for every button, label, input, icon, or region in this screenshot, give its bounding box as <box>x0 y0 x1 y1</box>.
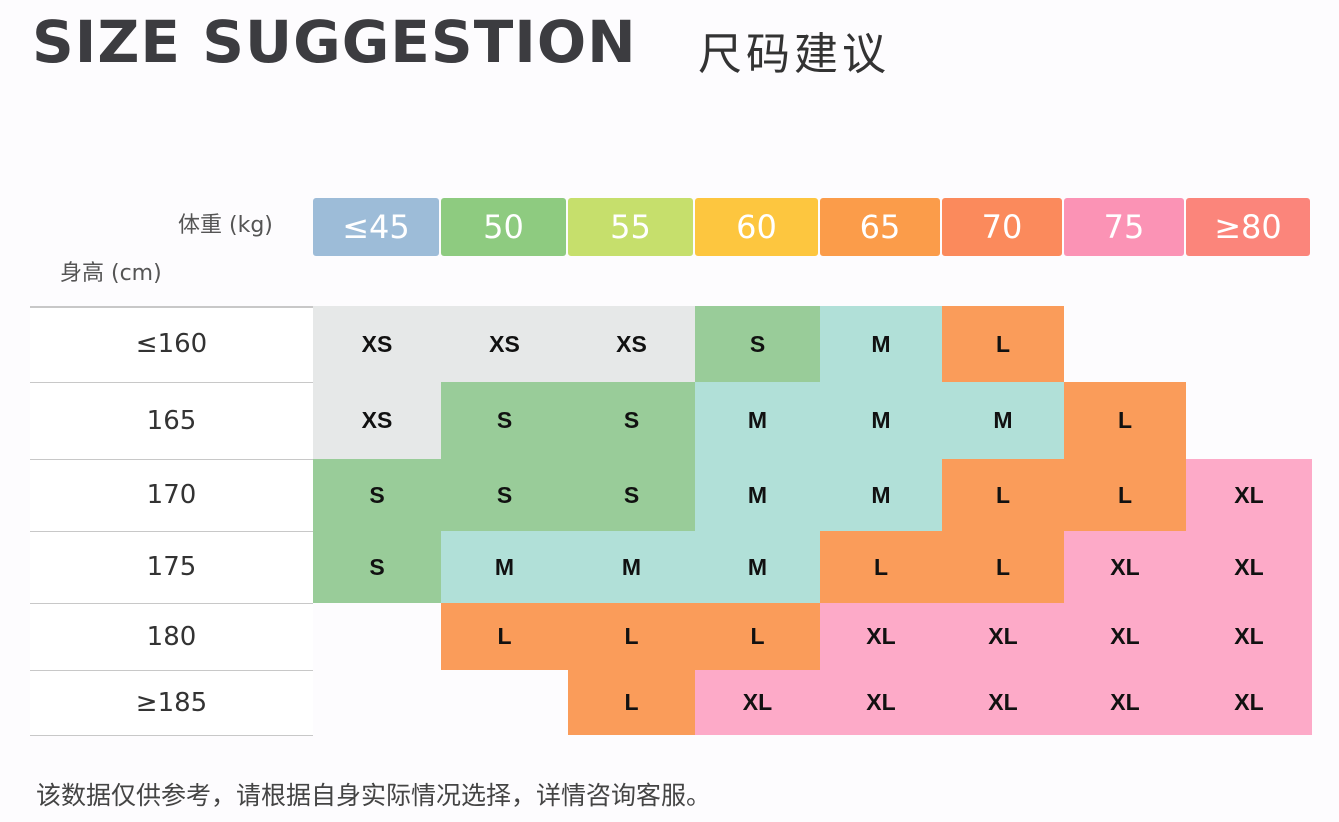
size-cell: M <box>695 382 820 459</box>
weight-axis-label: 体重 (kg) <box>178 213 273 238</box>
size-cell: M <box>568 531 695 603</box>
weight-header-5: 70 <box>942 198 1062 256</box>
size-cell: XL <box>1186 603 1312 670</box>
size-cell: XL <box>820 670 942 735</box>
size-cell: M <box>942 382 1064 459</box>
height-row-label: 175 <box>30 531 313 603</box>
row-divider <box>30 735 313 736</box>
size-cell: S <box>441 459 568 531</box>
size-cell: S <box>695 306 820 382</box>
size-cell: L <box>1064 459 1186 531</box>
size-cell: S <box>441 382 568 459</box>
size-cell: L <box>820 531 942 603</box>
weight-header-3: 60 <box>695 198 818 256</box>
row-divider <box>30 670 313 671</box>
size-cell: XS <box>568 306 695 382</box>
weight-header-1: 50 <box>441 198 566 256</box>
size-cell: XL <box>942 603 1064 670</box>
size-cell: XS <box>441 306 568 382</box>
size-cell: M <box>820 306 942 382</box>
size-cell: M <box>695 459 820 531</box>
size-cell: XS <box>313 306 441 382</box>
row-divider <box>30 531 313 532</box>
size-cell: S <box>313 531 441 603</box>
page-title-chinese: 尺码建议 <box>698 29 890 80</box>
size-cell: L <box>695 603 820 670</box>
size-cell: M <box>820 459 942 531</box>
size-cell: M <box>695 531 820 603</box>
weight-header-4: 65 <box>820 198 940 256</box>
size-cell: L <box>1064 382 1186 459</box>
row-divider <box>30 603 313 604</box>
row-divider <box>30 306 313 308</box>
footnote: 该数据仅供参考，请根据自身实际情况选择，详情咨询客服。 <box>36 781 712 810</box>
row-divider <box>30 459 313 460</box>
size-cell: XL <box>695 670 820 735</box>
size-cell: S <box>568 382 695 459</box>
row-divider <box>30 382 313 383</box>
size-cell: XL <box>1064 670 1186 735</box>
size-cell: XL <box>942 670 1064 735</box>
size-cell: S <box>568 459 695 531</box>
height-row-label: 170 <box>30 459 313 531</box>
size-cell: L <box>441 603 568 670</box>
height-row-label: 180 <box>30 603 313 670</box>
size-cell: XL <box>1186 459 1312 531</box>
size-cell: L <box>942 531 1064 603</box>
weight-header-0: ≤45 <box>313 198 439 256</box>
size-cell: L <box>942 459 1064 531</box>
height-row-label: ≥185 <box>30 670 313 735</box>
size-cell: L <box>568 603 695 670</box>
page-title: SIZE SUGGESTION <box>32 8 637 76</box>
size-cell: XL <box>1186 531 1312 603</box>
size-cell: XL <box>820 603 942 670</box>
size-cell: XL <box>1064 531 1186 603</box>
height-axis-label: 身高 (cm) <box>60 261 162 286</box>
weight-header-6: 75 <box>1064 198 1184 256</box>
size-cell: XL <box>1064 603 1186 670</box>
size-cell: XS <box>313 382 441 459</box>
size-cell: L <box>568 670 695 735</box>
weight-header-7: ≥80 <box>1186 198 1310 256</box>
size-cell: M <box>820 382 942 459</box>
size-cell: L <box>942 306 1064 382</box>
height-row-label: ≤160 <box>30 306 313 382</box>
size-cell: M <box>441 531 568 603</box>
size-cell: XL <box>1186 670 1312 735</box>
height-row-label: 165 <box>30 382 313 459</box>
weight-header-2: 55 <box>568 198 693 256</box>
size-cell: S <box>313 459 441 531</box>
